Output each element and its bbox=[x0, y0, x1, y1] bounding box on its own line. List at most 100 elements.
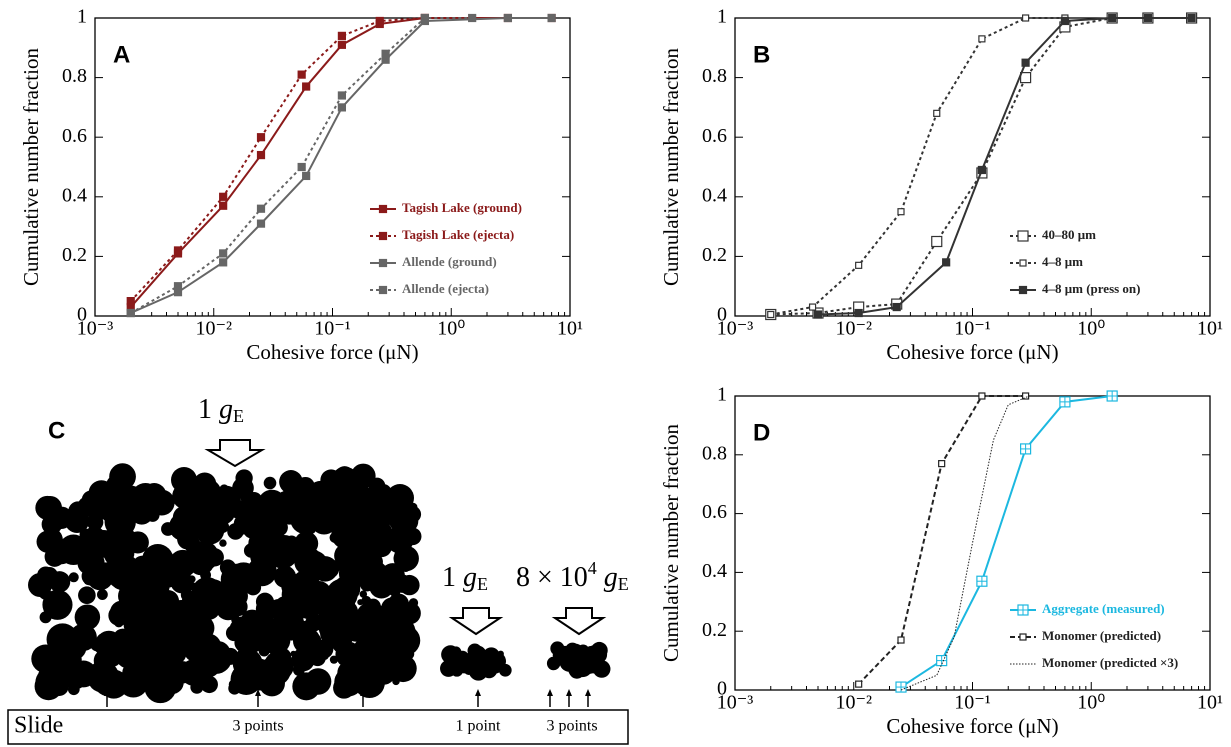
series-line bbox=[130, 17, 473, 314]
marker bbox=[468, 13, 477, 23]
coef: 1 bbox=[442, 562, 456, 593]
grain bbox=[386, 484, 414, 512]
grain bbox=[320, 652, 329, 660]
marker bbox=[1108, 13, 1117, 23]
grain bbox=[361, 560, 389, 588]
x-tick-label: 10⁰ bbox=[1077, 692, 1105, 714]
grain bbox=[188, 549, 215, 576]
series-line bbox=[900, 395, 1113, 688]
grain bbox=[241, 609, 263, 632]
grain bbox=[252, 569, 264, 581]
marker bbox=[337, 103, 347, 112]
y-tick-label: 0.4 bbox=[62, 184, 87, 206]
legend-marker bbox=[378, 258, 388, 268]
grain bbox=[181, 501, 205, 524]
y-tick-label: 0 bbox=[77, 304, 87, 326]
grain bbox=[568, 664, 580, 677]
contact-arrow-head bbox=[360, 689, 366, 696]
force-labels: 1 gE 1 gE 8 × 104 gE bbox=[198, 394, 629, 594]
grain bbox=[167, 571, 178, 583]
y-axis-label: Cumulative number fraction bbox=[659, 48, 683, 286]
y-axis-label: Cumulative number fraction bbox=[659, 424, 683, 662]
contact-label: 1 point bbox=[456, 718, 501, 735]
grain bbox=[359, 590, 368, 598]
grain bbox=[590, 647, 598, 654]
marker bbox=[219, 249, 228, 258]
grain bbox=[236, 583, 244, 591]
grain bbox=[67, 509, 85, 527]
y-tick-label: 0.8 bbox=[62, 65, 87, 87]
y-tick-label: 0.2 bbox=[62, 244, 87, 266]
grain bbox=[239, 629, 249, 639]
grain bbox=[492, 657, 501, 666]
grain bbox=[300, 631, 308, 639]
grain bbox=[105, 651, 121, 667]
sub: E bbox=[233, 406, 244, 426]
slide bbox=[7, 709, 629, 745]
grain bbox=[48, 571, 71, 593]
marker bbox=[503, 13, 513, 23]
grain bbox=[38, 496, 62, 520]
grain bbox=[175, 616, 201, 642]
grain bbox=[161, 633, 181, 652]
grain bbox=[48, 538, 62, 551]
legend-label: 4–8 μm (press on) bbox=[1042, 281, 1141, 296]
series-line bbox=[857, 395, 1026, 685]
marker bbox=[938, 460, 946, 468]
x-tick-label: 10⁰ bbox=[1077, 318, 1105, 340]
sym: g bbox=[219, 394, 233, 425]
legend-label: Tagish Lake (ejecta) bbox=[402, 227, 514, 242]
marker bbox=[420, 13, 430, 23]
marker bbox=[1022, 14, 1030, 22]
marker bbox=[977, 165, 987, 175]
y-tick-label: 0.8 bbox=[702, 442, 727, 464]
plot-frame bbox=[94, 17, 571, 317]
chart: 10⁻³ 10⁻² 10⁻¹ 10⁰ 10¹ 0 0.2 0.4 0.6 0.8 1 Cohesive… bbox=[659, 384, 1223, 738]
x-tick-label: 10⁻³ bbox=[717, 692, 754, 714]
y-tick-label: 0.6 bbox=[702, 501, 727, 523]
grain bbox=[311, 614, 328, 631]
grain bbox=[268, 543, 282, 557]
marker bbox=[1060, 16, 1070, 26]
series-line bbox=[900, 395, 1030, 691]
grain bbox=[74, 604, 101, 630]
grain bbox=[299, 606, 311, 618]
grain bbox=[46, 623, 79, 656]
y-tick-label: 0.4 bbox=[702, 560, 727, 582]
grain bbox=[401, 655, 413, 666]
grain bbox=[597, 668, 605, 675]
grain bbox=[334, 543, 360, 569]
grain bbox=[547, 658, 560, 671]
y-tick-label: 1 bbox=[77, 6, 87, 28]
grain bbox=[350, 493, 375, 518]
grain bbox=[142, 543, 174, 576]
grain bbox=[272, 647, 292, 667]
sym: g bbox=[463, 562, 477, 593]
grain bbox=[245, 499, 275, 529]
grain bbox=[219, 539, 227, 547]
y-tick-label: 0 bbox=[717, 304, 727, 326]
marker bbox=[126, 308, 135, 318]
grain bbox=[109, 565, 135, 590]
grain bbox=[34, 672, 63, 701]
grain bbox=[181, 578, 195, 592]
grain bbox=[288, 634, 295, 641]
marker bbox=[547, 13, 556, 23]
legend-label: Tagish Lake (ground) bbox=[402, 200, 522, 215]
grain bbox=[366, 553, 383, 571]
marker bbox=[813, 310, 823, 319]
grain bbox=[132, 635, 163, 667]
grain bbox=[255, 592, 274, 611]
marker bbox=[1021, 58, 1030, 67]
marker bbox=[256, 133, 266, 142]
grain bbox=[292, 627, 321, 655]
grain bbox=[219, 559, 236, 576]
grain bbox=[468, 661, 488, 680]
legend-label: Monomer (predicted ×3) bbox=[1042, 655, 1178, 670]
marker bbox=[1143, 13, 1153, 23]
panel-label: B bbox=[753, 41, 770, 68]
grain bbox=[347, 614, 356, 624]
marker bbox=[1020, 71, 1032, 84]
contact-arrow-head bbox=[104, 689, 110, 696]
grain bbox=[200, 675, 218, 694]
